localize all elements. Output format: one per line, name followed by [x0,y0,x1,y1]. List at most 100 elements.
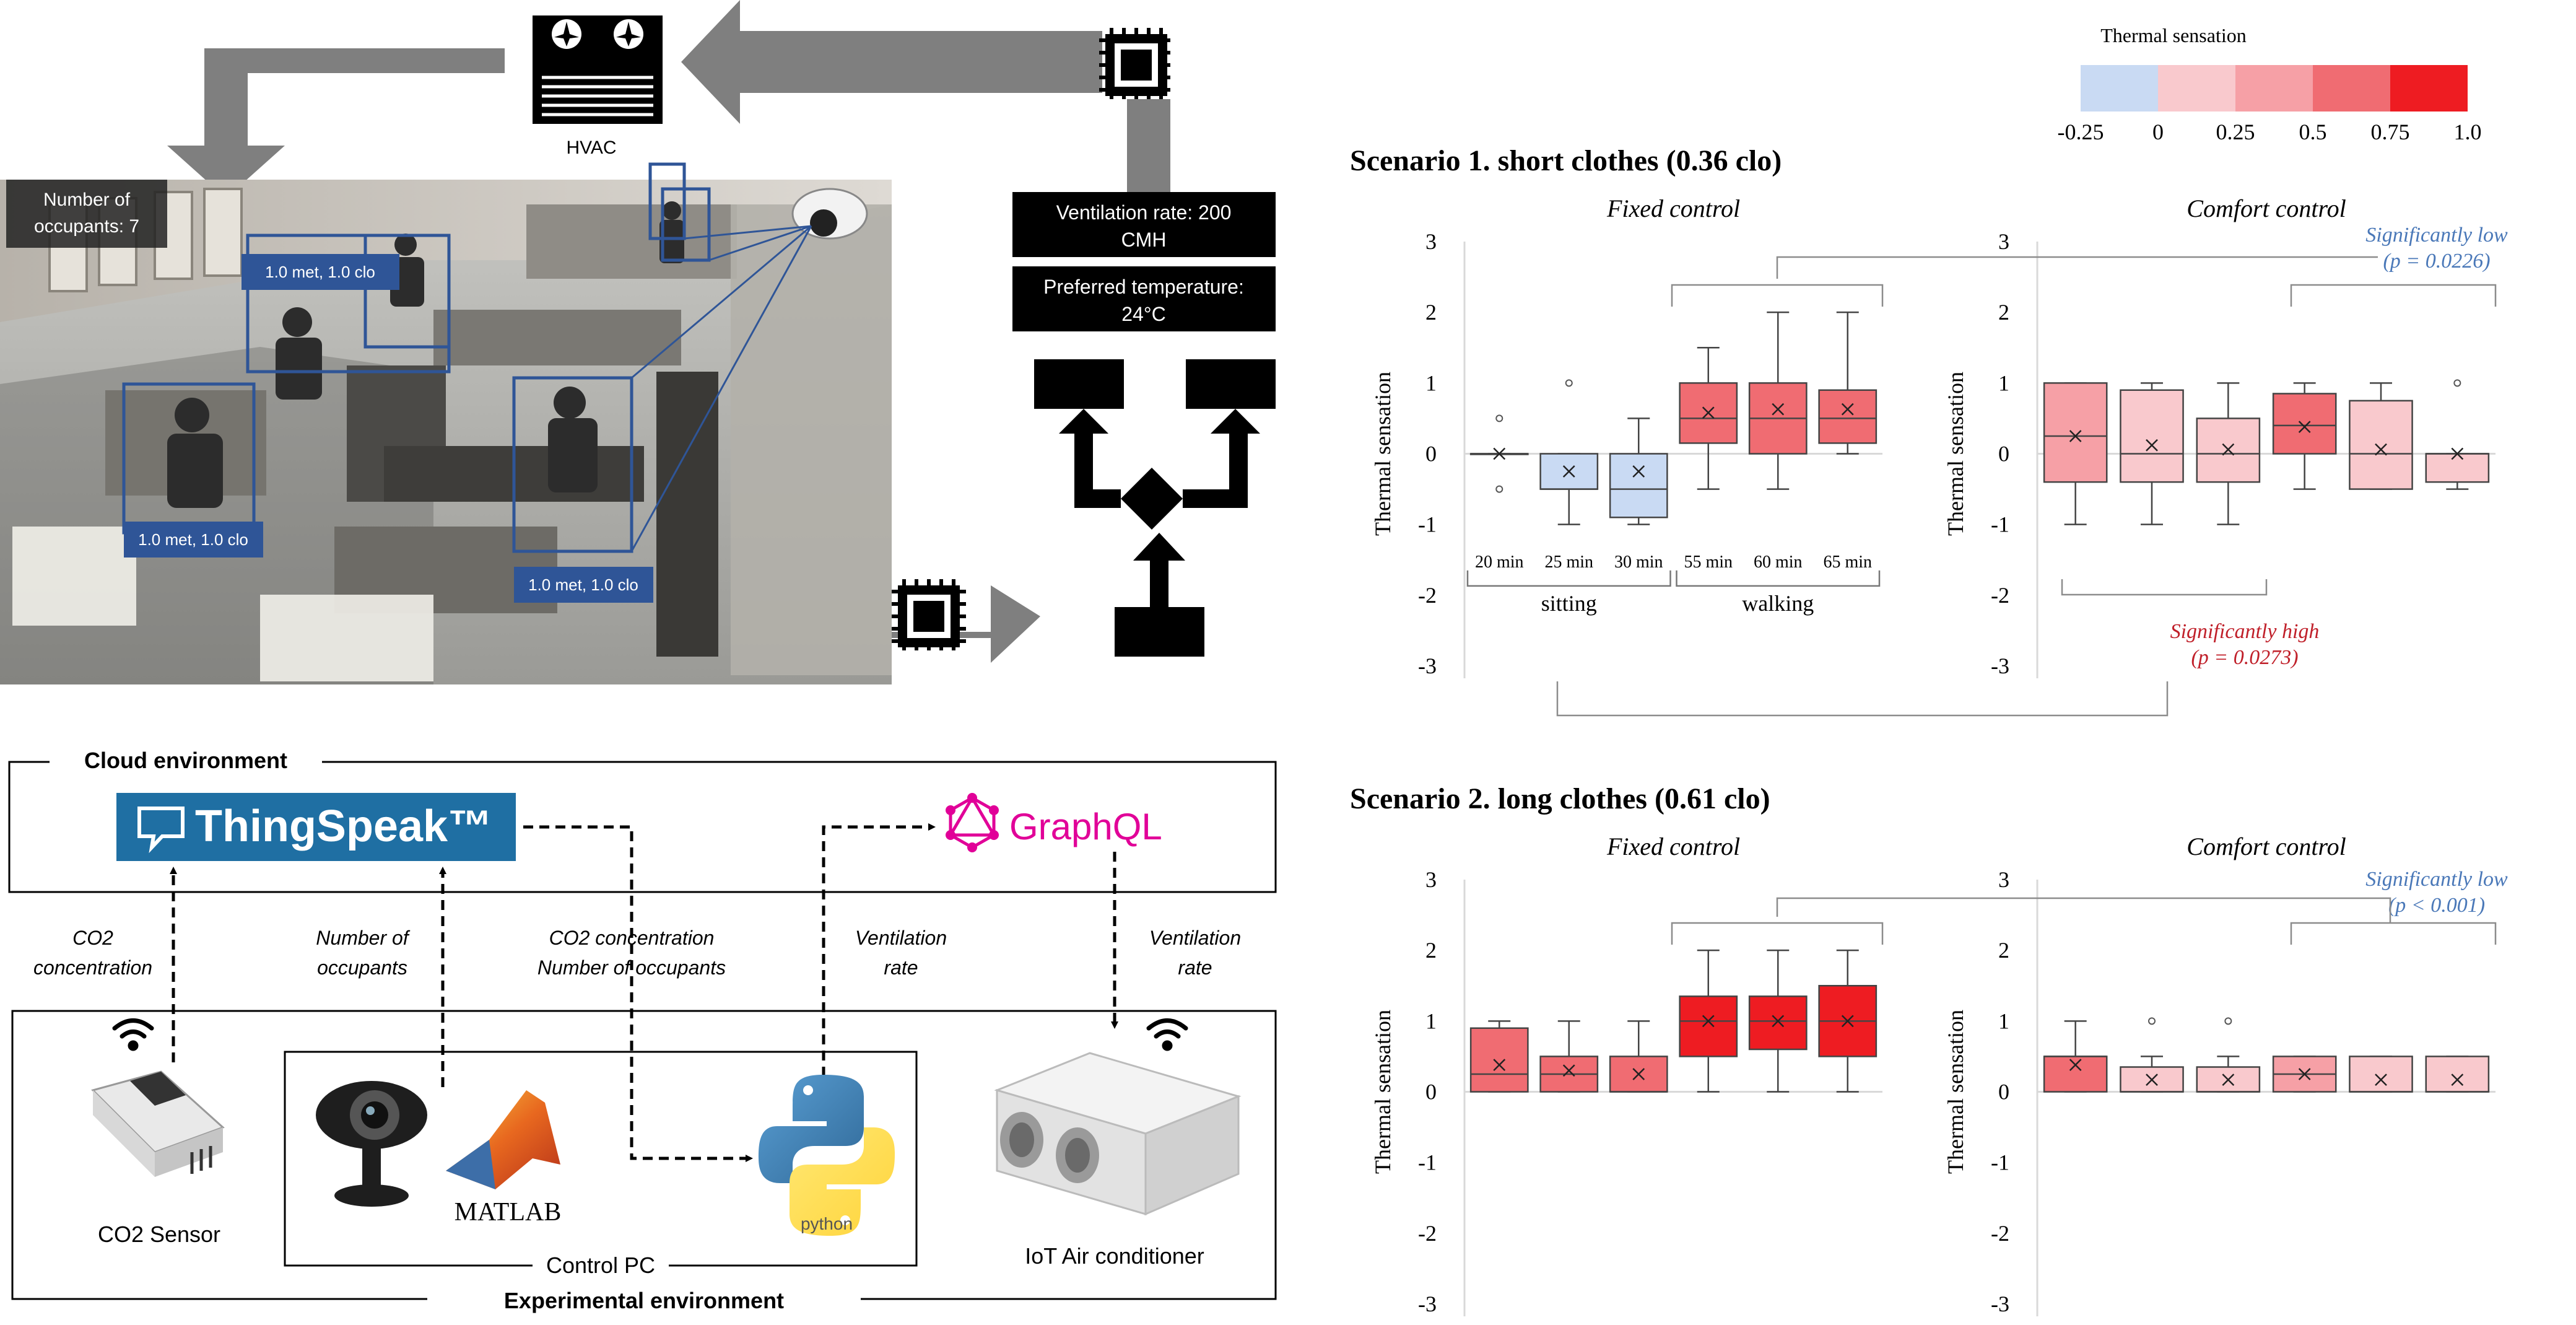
box-6 [1818,311,1878,455]
group-label: walking [1742,591,1814,616]
box-3 [2196,382,2261,525]
arrow-hvac-to-office [167,48,505,198]
legend-tick-label: 0.25 [2216,120,2255,144]
y-tick-label: 3 [1998,229,2009,254]
comparison-bracket [2061,579,2268,596]
svg-text:CO2: CO2 [72,927,113,949]
person-tag-3: 1.0 met, 1.0 clo [514,567,653,603]
svg-text:Number of: Number of [316,927,411,949]
x-tick-label: 25 min [1544,553,1593,572]
box-4 [1679,347,1738,490]
svg-text:occupants: occupants [317,956,407,979]
legend-swatch [2158,65,2235,112]
y-axis-label: Thermal sensation [1370,372,1395,536]
svg-text:Thermal sensation: Thermal sensation [2100,24,2246,46]
mean-marker [1493,447,1506,460]
hvac-icon [533,15,663,124]
mean-marker [2451,447,2464,460]
mean-marker [2451,1074,2464,1086]
svg-text:CMH: CMH [1121,229,1167,251]
speech-bubble-icon [137,807,185,854]
y-tick-label: 0 [1998,1080,2009,1104]
x-tick-label: 20 min [1475,553,1524,572]
svg-text:CO2 Sensor: CO2 Sensor [98,1222,220,1247]
y-tick-label: 2 [1998,300,2009,325]
mean-marker [1841,403,1854,416]
y-tick-label: -3 [1418,654,1437,678]
legend-swatches [2081,65,2468,112]
box-3 [1609,418,1668,525]
svg-text:MATLAB: MATLAB [455,1198,562,1227]
wifi-icon [1146,1018,1188,1051]
y-tick-label: 0 [1425,442,1437,466]
charts: Scenario 1. short clothes (0.36 clo) Fixe… [1350,144,2508,1316]
significance-annotation: (p = 0.0226) [2383,250,2490,273]
box-body [2425,453,2490,483]
box-chart-2: Comfort control 3 2 1 0 -1 -2 -3 Thermal sensati… [1943,195,2508,678]
control-pc-box: Control PC [284,1051,918,1280]
x-tick-label: 60 min [1754,553,1803,572]
outlier-point [1565,379,1573,387]
arrow-chip-stem [1127,99,1170,192]
box-body [2043,1056,2108,1093]
comparison-brackets [1556,256,2497,945]
mean-marker [1772,1015,1785,1028]
y-tick-label: -3 [1991,1292,2009,1316]
arrow-chip-to-hvac [681,0,1102,124]
box-body [2349,1056,2413,1093]
x-tick-label: 65 min [1823,553,1872,572]
y-tick-label: 3 [1998,867,2009,892]
y-axis-label: Thermal sensation [1370,1010,1395,1174]
group-bracket [1466,570,1671,587]
significance-annotation: Significantly low [2365,868,2508,891]
svg-text:python: python [801,1214,853,1233]
svg-text:Control PC: Control PC [546,1253,655,1278]
y-tick-label: -3 [1418,1292,1437,1316]
svg-text:Number of: Number of [43,190,131,210]
data-flow-arrows [170,823,1118,1162]
box-1 [1469,1020,1529,1093]
y-tick-label: 1 [1998,370,2009,395]
occupants-badge: Number of occupants: 7 [6,180,167,248]
box-6 [2425,1056,2490,1093]
box-5 [2349,382,2413,490]
wifi-icon [112,1018,154,1051]
comparison-bracket [2290,284,2497,307]
box-4 [2272,382,2337,490]
chart-title: Scenario 2. long clothes (0.61 clo) [1350,782,1770,815]
mean-marker [1702,406,1715,419]
group-label: sitting [1541,591,1597,616]
mean-marker [2375,443,2387,456]
y-tick-label: -1 [1418,1150,1437,1175]
legend-tick-label: 0.75 [2371,120,2410,144]
box-body [2425,1056,2490,1093]
box-chart-3: Scenario 2. long clothes (0.61 clo) Fixed… [1350,782,1882,1316]
mean-marker [2375,1074,2387,1086]
box-5 [1748,311,1808,490]
box-6 [1818,949,1878,1093]
chart-subtitle: Comfort control [2187,195,2346,222]
group-bracket [1676,570,1881,587]
outlier-point [2453,379,2461,387]
box-3 [2196,1017,2261,1093]
svg-text:occupants: 7: occupants: 7 [34,216,139,237]
box-body [2272,393,2337,455]
mean-marker [1493,1059,1506,1072]
y-tick-label: -1 [1418,512,1437,537]
svg-text:concentration: concentration [33,956,152,979]
legend-tick-label: 0.5 [2299,120,2327,144]
graphql-logo: GraphQL [946,793,1162,852]
box-1 [2043,1020,2108,1093]
y-tick-label: -1 [1991,512,2009,537]
person-tag-2: 1.0 met, 1.0 clo [124,522,263,558]
y-tick-label: 3 [1425,867,1437,892]
mean-marker [1702,1015,1715,1028]
box-2 [1539,379,1599,525]
legend-tick-label: 0 [2152,120,2164,144]
box-body [1748,995,1808,1051]
co2-sensor-icon [91,1070,225,1177]
python-logo-icon [759,1075,895,1236]
box-2 [2120,382,2184,525]
experimental-environment-box: Experimental environment [11,1010,1277,1316]
